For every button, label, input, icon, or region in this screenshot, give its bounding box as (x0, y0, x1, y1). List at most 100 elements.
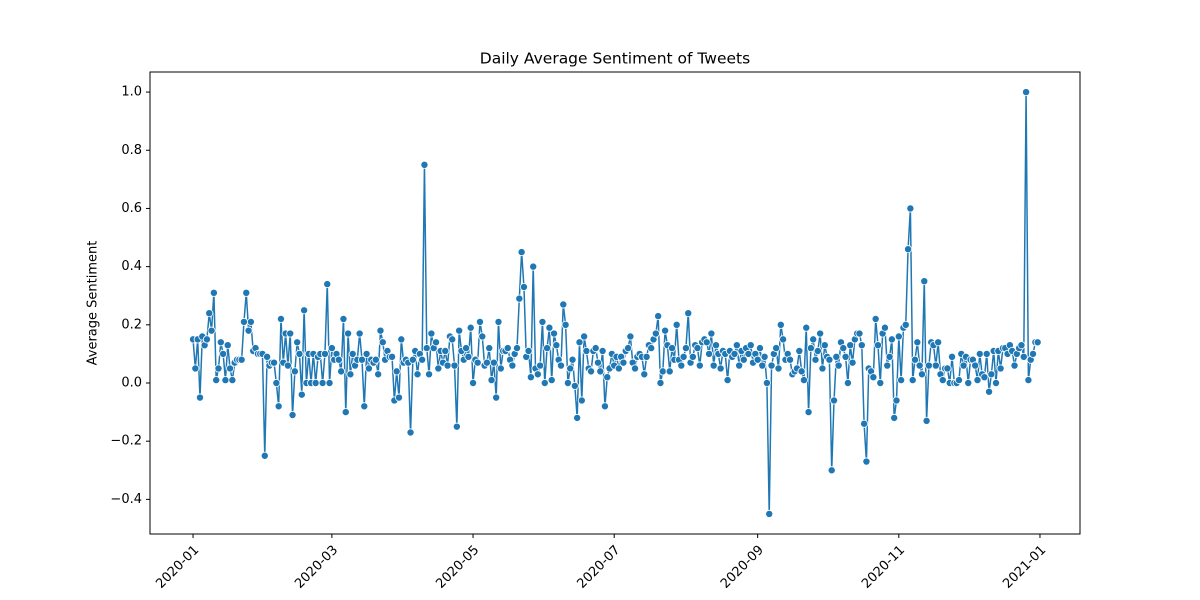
point (466, 323, 475, 332)
point (587, 367, 596, 376)
point (371, 355, 380, 364)
point (980, 373, 989, 382)
point (917, 370, 926, 379)
point (545, 323, 554, 332)
point (665, 367, 674, 376)
point (237, 355, 246, 364)
point (772, 344, 781, 353)
point (348, 349, 357, 358)
point (672, 320, 681, 329)
point (464, 352, 473, 361)
point (568, 355, 577, 364)
point (441, 347, 450, 356)
point (263, 352, 272, 361)
point (753, 355, 762, 364)
point (362, 349, 371, 358)
point (948, 352, 957, 361)
point (679, 352, 688, 361)
point (804, 408, 813, 417)
point (827, 466, 836, 475)
point (934, 338, 943, 347)
point (890, 413, 899, 422)
point (658, 367, 667, 376)
point (992, 379, 1001, 388)
point (767, 361, 776, 370)
point (489, 358, 498, 367)
y-tick-label: 0.2 (121, 317, 142, 332)
y-tick-label: 0.6 (121, 201, 142, 216)
point (536, 361, 545, 370)
point (1024, 376, 1033, 385)
point (427, 329, 436, 338)
y-tick-label: 0.8 (121, 143, 142, 158)
point (684, 309, 693, 318)
point (443, 361, 452, 370)
point (272, 379, 281, 388)
point (904, 245, 913, 254)
point (732, 341, 741, 350)
point (802, 323, 811, 332)
point (911, 355, 920, 364)
point (311, 379, 320, 388)
x-tick-label: 2020-03 (292, 543, 341, 592)
point (938, 376, 947, 385)
point (318, 379, 327, 388)
point (473, 358, 482, 367)
point (705, 349, 714, 358)
y-tick-label: −0.4 (110, 492, 142, 507)
point (982, 349, 991, 358)
point (286, 329, 295, 338)
y-axis-label: Average Sentiment (86, 241, 101, 366)
point (573, 413, 582, 422)
point (212, 376, 221, 385)
point (552, 341, 561, 350)
point (887, 335, 896, 344)
point (221, 376, 230, 385)
point (869, 373, 878, 382)
point (693, 344, 702, 353)
point (797, 367, 806, 376)
point (244, 326, 253, 335)
y-tick-label: 1.0 (121, 85, 142, 100)
x-tick-label: 2020-05 (433, 543, 482, 592)
point (614, 364, 623, 373)
point (494, 317, 503, 326)
point (563, 379, 572, 388)
point (205, 309, 214, 318)
point (288, 411, 297, 420)
point (392, 367, 401, 376)
point (959, 361, 968, 370)
point (857, 341, 866, 350)
point (880, 323, 889, 332)
point (786, 355, 795, 364)
point (915, 361, 924, 370)
point (762, 379, 771, 388)
point (709, 361, 718, 370)
point (624, 344, 633, 353)
x-tick-label: 2020-11 (859, 543, 908, 592)
point (651, 329, 660, 338)
point (290, 367, 299, 376)
point (434, 364, 443, 373)
point (191, 364, 200, 373)
point (195, 393, 204, 402)
point (985, 387, 994, 396)
point (452, 422, 461, 431)
point (876, 379, 885, 388)
point (848, 358, 857, 367)
point (862, 457, 871, 466)
chart-title: Daily Average Sentiment of Tweets (480, 50, 750, 68)
point (631, 364, 640, 373)
point (228, 376, 237, 385)
point (892, 396, 901, 405)
point (293, 338, 302, 347)
point (432, 338, 441, 347)
point (598, 347, 607, 356)
point (695, 361, 704, 370)
point (397, 335, 406, 344)
point (707, 329, 716, 338)
y-tick-label: 0.0 (121, 376, 142, 391)
point (681, 344, 690, 353)
point (283, 361, 292, 370)
